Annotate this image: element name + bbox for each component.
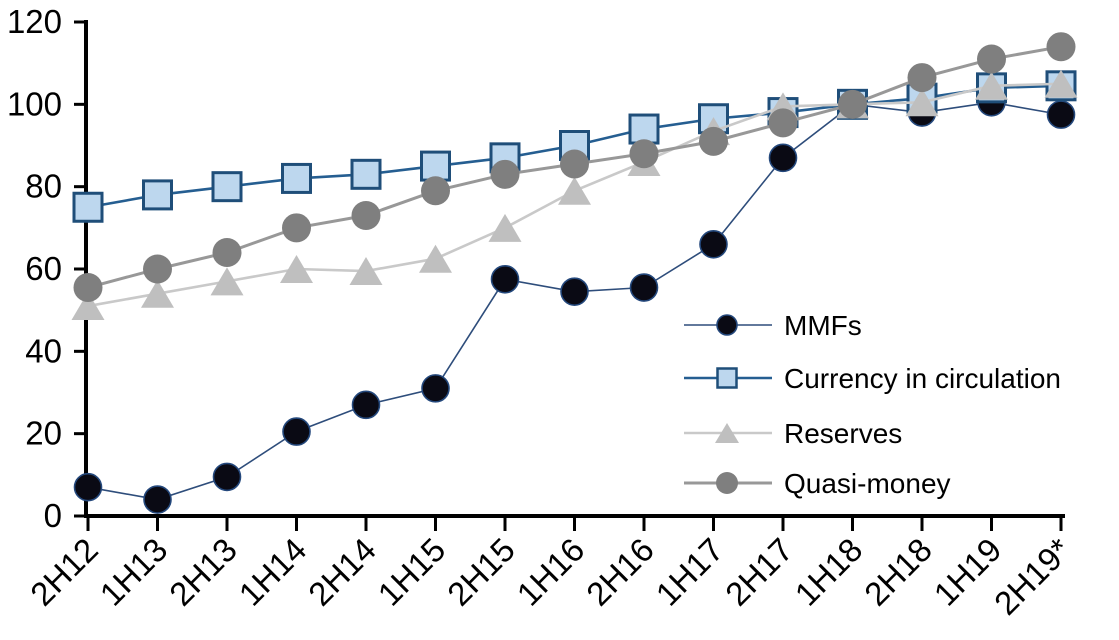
point-currency-in-circulation-2h13 bbox=[211, 171, 243, 203]
x-tick-label-2h17: 2H17 bbox=[718, 531, 800, 613]
point-reserves-1h14 bbox=[280, 255, 313, 283]
point-reserves-2h18 bbox=[905, 88, 939, 117]
point-mmfs-2h19 bbox=[1046, 100, 1076, 129]
point-quasi-money-1h19 bbox=[977, 44, 1006, 74]
x-tick-label-2h19: 2H19* bbox=[987, 531, 1078, 622]
legend-marker-currency-in-circulation bbox=[716, 367, 738, 389]
y-tick-label-60: 60 bbox=[25, 250, 62, 287]
legend-item-reserves: Reserves bbox=[684, 418, 902, 449]
legend-label-mmfs: MMFs bbox=[784, 310, 862, 341]
point-mmfs-1h16 bbox=[560, 277, 589, 306]
point-reserves-2h13 bbox=[210, 267, 244, 296]
point-reserves-2h14 bbox=[349, 257, 383, 286]
point-currency-in-circulation-2h14 bbox=[350, 158, 382, 190]
point-quasi-money-2h13 bbox=[212, 238, 242, 268]
x-tick-label-2h14: 2H14 bbox=[301, 531, 383, 613]
x-tick-label-2h18: 2H18 bbox=[857, 531, 939, 613]
series-quasi-money bbox=[73, 32, 1076, 303]
y-tick-label-100: 100 bbox=[7, 85, 62, 122]
y-tick-label-120: 120 bbox=[7, 3, 62, 40]
point-reserves-2h12 bbox=[71, 292, 105, 321]
x-tick-label-1h13: 1H13 bbox=[93, 531, 175, 613]
x-tick-label-1h14: 1H14 bbox=[232, 531, 314, 613]
x-tick-label-2h13: 2H13 bbox=[162, 531, 244, 613]
point-mmfs-1h17 bbox=[699, 230, 728, 259]
legend-marker-mmfs bbox=[716, 314, 738, 336]
x-tick-label-2h12: 2H12 bbox=[23, 531, 105, 613]
legend-item-quasi-money: Quasi-money bbox=[684, 468, 951, 499]
point-mmfs-2h16 bbox=[629, 273, 659, 302]
x-tick-label-2h15: 2H15 bbox=[440, 531, 522, 613]
series-reserves bbox=[71, 69, 1078, 321]
x-tick-label-1h15: 1H15 bbox=[371, 531, 453, 613]
x-tick-label-2h16: 2H16 bbox=[579, 531, 661, 613]
point-quasi-money-2h15 bbox=[490, 159, 520, 189]
y-tick-label-40: 40 bbox=[25, 332, 62, 369]
point-quasi-money-2h12 bbox=[73, 273, 103, 303]
point-reserves-2h19 bbox=[1044, 69, 1078, 98]
point-quasi-money-1h15 bbox=[421, 176, 450, 206]
point-quasi-money-1h18 bbox=[838, 89, 867, 119]
point-mmfs-2h15 bbox=[490, 264, 520, 294]
x-tick-label-1h17: 1H17 bbox=[649, 531, 731, 613]
point-mmfs-2h17 bbox=[768, 143, 798, 173]
point-mmfs-2h14 bbox=[351, 390, 381, 420]
point-mmfs-2h13 bbox=[212, 462, 242, 492]
legend-item-currency-in-circulation: Currency in circulation bbox=[684, 363, 1061, 394]
legend-marker-reserves bbox=[715, 423, 739, 443]
y-tick-label-80: 80 bbox=[25, 168, 62, 205]
point-mmfs-2h12 bbox=[73, 472, 103, 502]
legend: MMFs Currency in circulation Reserves Quasi… bbox=[684, 310, 1061, 499]
point-mmfs-1h13 bbox=[143, 485, 172, 514]
legend-label-reserves: Reserves bbox=[784, 418, 902, 449]
point-quasi-money-2h18 bbox=[907, 63, 937, 93]
y-tick-label-0: 0 bbox=[44, 497, 62, 534]
y-tick-label-20: 20 bbox=[25, 415, 62, 452]
point-quasi-money-2h19 bbox=[1046, 32, 1076, 62]
point-reserves-1h13 bbox=[141, 279, 174, 308]
y-axis-ticks: 0 20 40 60 80 100 120 bbox=[7, 3, 87, 534]
point-reserves-1h16 bbox=[558, 176, 591, 205]
point-quasi-money-2h16 bbox=[629, 139, 659, 169]
legend-item-mmfs: MMFs bbox=[684, 310, 862, 341]
legend-label-quasi-money: Quasi-money bbox=[784, 468, 951, 499]
legend-marker-quasi-money bbox=[716, 472, 738, 494]
x-tick-label-1h16: 1H16 bbox=[510, 531, 592, 613]
x-axis-ticks: 2H121H132H131H142H141H152H151H162H161H17… bbox=[23, 517, 1078, 622]
point-reserves-2h15 bbox=[488, 213, 522, 242]
x-tick-label-1h18: 1H18 bbox=[788, 531, 870, 613]
point-mmfs-1h14 bbox=[282, 417, 311, 446]
series-mmfs bbox=[73, 87, 1076, 514]
point-quasi-money-1h17 bbox=[699, 126, 728, 156]
point-quasi-money-1h13 bbox=[143, 254, 172, 284]
point-currency-in-circulation-1h14 bbox=[281, 162, 312, 194]
point-reserves-1h15 bbox=[419, 244, 452, 273]
point-quasi-money-1h16 bbox=[560, 149, 589, 179]
point-mmfs-1h15 bbox=[421, 374, 450, 403]
point-currency-in-circulation-2h16 bbox=[628, 113, 660, 145]
point-reserves-1h19 bbox=[975, 71, 1008, 100]
point-currency-in-circulation-2h12 bbox=[72, 191, 104, 223]
point-quasi-money-1h14 bbox=[282, 213, 311, 243]
point-quasi-money-2h17 bbox=[768, 108, 798, 138]
point-quasi-money-2h14 bbox=[351, 200, 381, 230]
legend-label-currency-in-circulation: Currency in circulation bbox=[784, 363, 1061, 394]
point-currency-in-circulation-1h15 bbox=[420, 150, 451, 182]
point-currency-in-circulation-1h13 bbox=[142, 179, 173, 211]
